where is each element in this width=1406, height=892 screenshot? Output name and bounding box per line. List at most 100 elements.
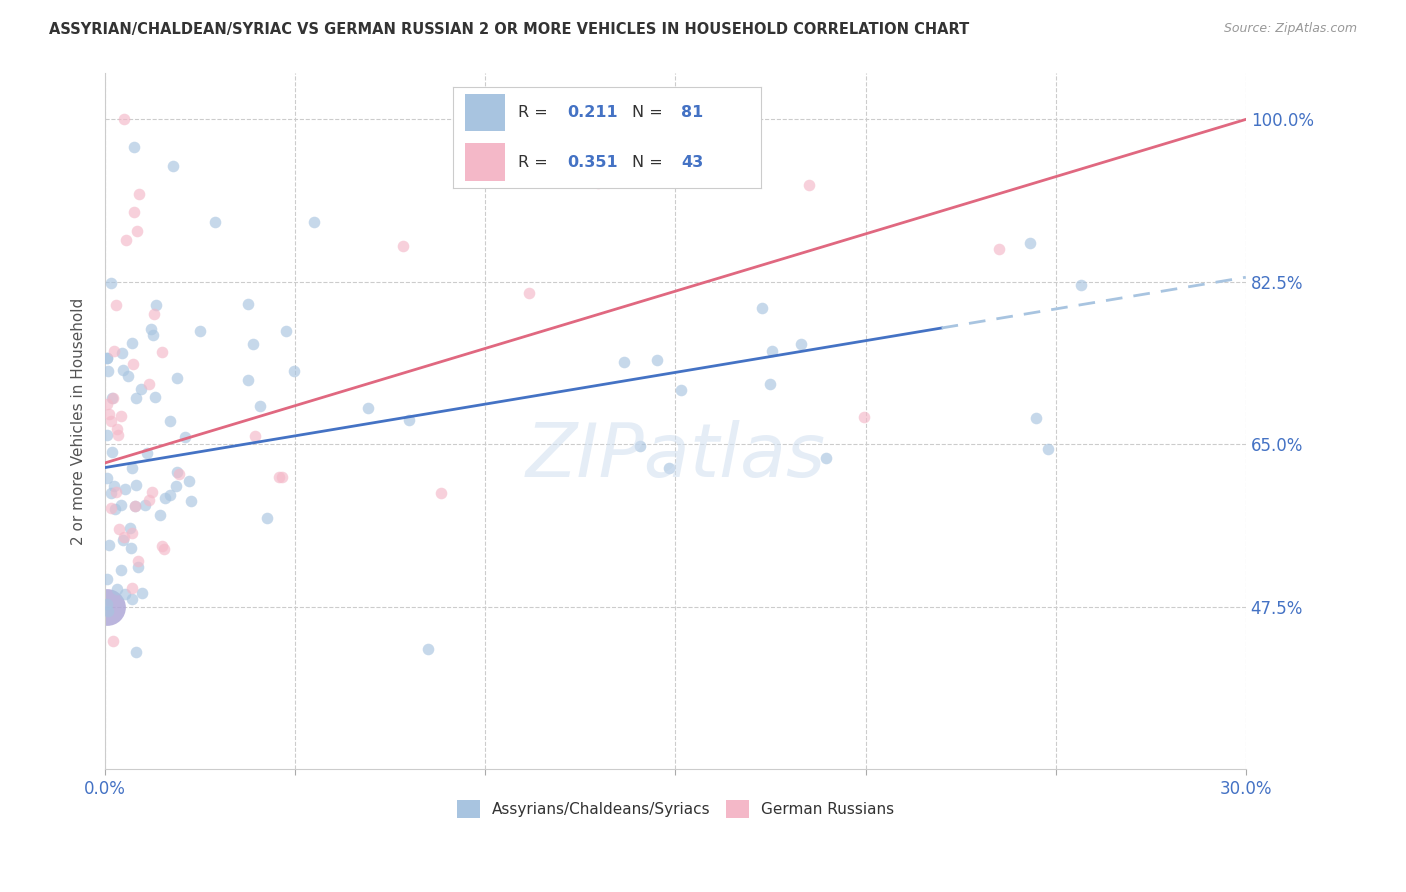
- Point: [166, 479, 188, 493]
- Point: [105, 582, 128, 596]
- Point: [120, 521, 142, 535]
- Y-axis label: 2 or more Vehicles in Household: 2 or more Vehicles in Household: [72, 298, 86, 545]
- Point: [96, 351, 118, 366]
- Point: [101, 391, 124, 405]
- Point: [100, 501, 122, 516]
- Point: [613, 355, 636, 369]
- Point: [98, 537, 121, 551]
- Point: [1070, 278, 1092, 293]
- Point: [430, 485, 453, 500]
- Point: [852, 409, 875, 424]
- Point: [671, 383, 693, 397]
- Point: [125, 391, 148, 405]
- Point: [110, 498, 132, 512]
- Point: [96, 428, 118, 442]
- Point: [103, 479, 125, 493]
- Point: [204, 214, 226, 228]
- Point: [162, 159, 184, 173]
- Point: [111, 533, 134, 548]
- Point: [242, 337, 264, 351]
- Point: [128, 186, 150, 201]
- Point: [658, 461, 681, 475]
- Point: [124, 499, 146, 513]
- Point: [815, 451, 838, 466]
- Point: [122, 140, 145, 154]
- Point: [138, 376, 160, 391]
- Point: [101, 445, 124, 459]
- Point: [645, 353, 668, 368]
- Point: [136, 446, 159, 460]
- Point: [586, 177, 609, 191]
- Point: [150, 539, 173, 553]
- Point: [127, 560, 149, 574]
- Point: [188, 324, 211, 338]
- Point: [142, 328, 165, 343]
- Point: [149, 508, 172, 522]
- Point: [139, 322, 162, 336]
- Point: [122, 358, 145, 372]
- Point: [124, 499, 146, 513]
- Point: [96, 397, 118, 411]
- Legend: Assyrians/Chaldeans/Syriacs, German Russians: Assyrians/Chaldeans/Syriacs, German Russ…: [451, 794, 900, 824]
- Point: [159, 488, 181, 502]
- Point: [236, 373, 259, 387]
- Point: [127, 224, 149, 238]
- Point: [166, 465, 188, 479]
- Point: [169, 467, 191, 481]
- Point: [177, 474, 200, 488]
- Point: [131, 382, 153, 396]
- Point: [145, 298, 167, 312]
- Point: [153, 541, 176, 556]
- Point: [267, 470, 290, 484]
- Point: [357, 401, 380, 416]
- Point: [100, 486, 122, 500]
- Point: [153, 491, 176, 505]
- Point: [97, 364, 120, 378]
- Point: [97, 605, 120, 619]
- Point: [96, 351, 118, 366]
- Point: [100, 276, 122, 290]
- Point: [283, 364, 305, 378]
- Point: [125, 478, 148, 492]
- Point: [114, 587, 136, 601]
- Point: [138, 493, 160, 508]
- Point: [96, 599, 118, 614]
- Point: [1019, 235, 1042, 250]
- Point: [100, 414, 122, 428]
- Point: [143, 390, 166, 404]
- Point: [104, 502, 127, 516]
- Point: [96, 470, 118, 484]
- Point: [131, 586, 153, 600]
- Point: [127, 554, 149, 568]
- Point: [797, 178, 820, 192]
- Point: [125, 645, 148, 659]
- Point: [790, 337, 813, 351]
- Point: [418, 641, 440, 656]
- Point: [758, 376, 780, 391]
- Point: [270, 470, 292, 484]
- Point: [110, 409, 132, 423]
- Point: [134, 499, 156, 513]
- Text: ASSYRIAN/CHALDEAN/SYRIAC VS GERMAN RUSSIAN 2 OR MORE VEHICLES IN HOUSEHOLD CORRE: ASSYRIAN/CHALDEAN/SYRIAC VS GERMAN RUSSI…: [49, 22, 970, 37]
- Point: [256, 511, 278, 525]
- Point: [105, 422, 128, 436]
- Point: [112, 112, 135, 127]
- Point: [987, 243, 1010, 257]
- Point: [141, 484, 163, 499]
- Point: [150, 344, 173, 359]
- Text: ZIPatlas: ZIPatlas: [526, 420, 825, 492]
- Point: [97, 408, 120, 422]
- Point: [117, 368, 139, 383]
- Point: [121, 581, 143, 595]
- Point: [236, 296, 259, 310]
- Point: [104, 485, 127, 500]
- Point: [751, 301, 773, 315]
- Point: [761, 343, 783, 358]
- Point: [1036, 442, 1059, 456]
- Point: [174, 430, 197, 444]
- Point: [517, 286, 540, 301]
- Point: [628, 439, 651, 453]
- Point: [110, 563, 132, 577]
- Point: [143, 307, 166, 321]
- Point: [180, 494, 202, 508]
